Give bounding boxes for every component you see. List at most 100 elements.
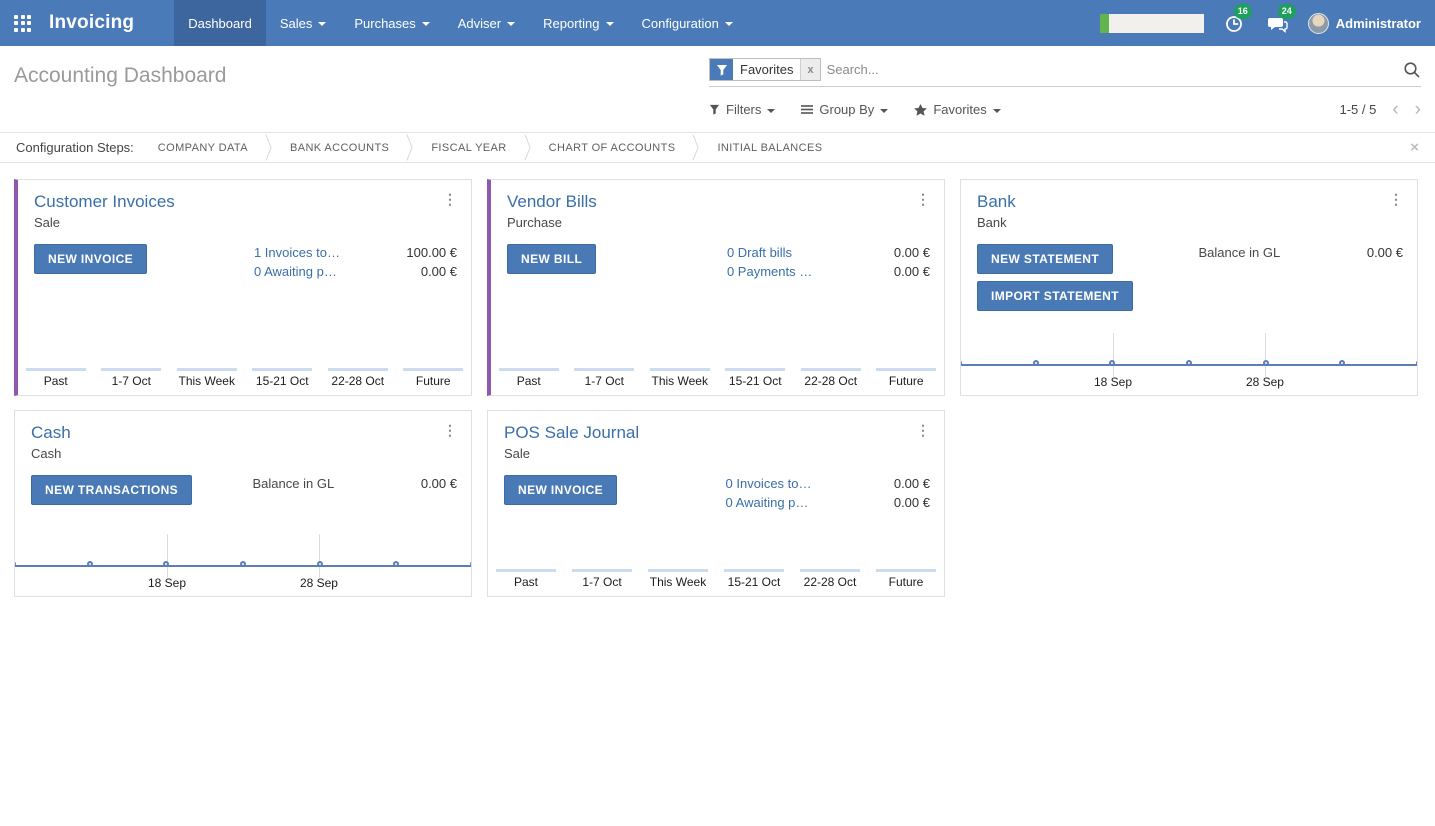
config-steps-label: Configuration Steps: [16,140,134,155]
chevron-down-icon [992,108,1001,113]
menu-purchases[interactable]: Purchases [340,0,443,46]
new-bill-button[interactable]: NEW BILL [507,244,597,274]
step-chart-of-accounts[interactable]: CHART OF ACCOUNTS [548,141,676,154]
configuration-steps-bar: Configuration Steps: COMPANY DATA BANK A… [0,132,1435,163]
messages-menu-button[interactable]: 24 [1264,4,1296,37]
search-input[interactable] [820,59,1403,80]
new-statement-button[interactable]: NEW STATEMENT [977,244,1114,274]
chat-bubbles-icon [1268,17,1288,33]
pager-next-button[interactable]: › [1414,99,1421,120]
amount-value: 0.00 € [893,495,930,510]
payments-link[interactable]: 0 Payments … [726,264,813,279]
card-menu-button[interactable]: ⋮ [443,191,457,207]
group-by-label: Group By [819,102,875,117]
pager-previous-button[interactable]: ‹ [1392,99,1399,120]
journal-bar-sparkline[interactable]: Past 1-7 Oct This Week 15-21 Oct 22-28 Oct Fu… [488,530,944,596]
step-separator-icon [262,135,276,161]
card-customer-invoices: Customer Invoices Sale ⋮ NEW INVOICE 1 I… [14,179,472,396]
step-company-data[interactable]: COMPANY DATA [157,141,248,154]
step-separator-icon [403,135,417,161]
card-title-link[interactable]: Vendor Bills [507,192,597,211]
draft-bills-link[interactable]: 0 Draft bills [726,245,792,260]
search-facet-favorites: Favorites x [709,58,821,81]
menu-label: Dashboard [188,15,252,31]
card-menu-button[interactable]: ⋮ [1389,191,1403,207]
card-title-link[interactable]: Cash [31,423,71,442]
apps-grid-icon [14,14,31,32]
gridline [166,534,168,578]
journal-bar-sparkline[interactable]: Past 1-7 Oct This Week 15-21 Oct 22-28 Oct Fu… [18,329,471,395]
planner-progress-fill [1099,13,1109,33]
card-subtitle: Sale [504,446,531,461]
control-panel: Accounting Dashboard Favorites x Filters [0,46,1435,132]
page-title: Accounting Dashboard [14,64,227,87]
planner-progressbar[interactable] [1099,13,1204,33]
chevron-down-icon [880,108,889,113]
search-icon[interactable] [1403,61,1421,79]
chevron-down-icon [507,22,516,26]
activity-menu-button[interactable]: 16 [1220,4,1252,37]
menu-reporting[interactable]: Reporting [529,0,627,46]
awaiting-payments-link[interactable]: 0 Awaiting p… [253,264,337,279]
filters-label: Filters [726,102,762,117]
main-menu: Dashboard Sales Purchases Adviser Report… [174,0,747,46]
journal-line-sparkline[interactable]: 18 Sep 28 Sep [15,532,471,596]
bar-axis-labels: Past 1-7 Oct This Week 15-21 Oct 22-28 Oct Fu… [516,374,924,388]
card-subtitle: Cash [31,446,62,461]
filter-funnel-icon [710,59,733,80]
card-vendor-bills: Vendor Bills Purchase ⋮ NEW BILL 0 Draft… [487,179,945,396]
new-invoice-button[interactable]: NEW INVOICE [34,244,148,274]
pager: 1-5 / 5 ‹ › [1339,100,1421,119]
user-menu[interactable]: Administrator [1307,12,1421,34]
pager-value[interactable]: 1-5 / 5 [1339,102,1377,117]
menu-label: Reporting [543,15,600,31]
sparkline-markers [15,561,471,567]
card-menu-button[interactable]: ⋮ [443,422,457,438]
new-invoice-button[interactable]: NEW INVOICE [504,475,618,505]
invoices-to-validate-link[interactable]: 1 Invoices to… [253,245,340,260]
menu-label: Sales [279,15,313,31]
import-statement-button[interactable]: IMPORT STATEMENT [977,281,1133,311]
menu-sales[interactable]: Sales [266,0,341,46]
menu-configuration[interactable]: Configuration [628,0,747,46]
apps-menu-button[interactable] [0,0,41,46]
invoices-to-validate-link[interactable]: 0 Invoices to… [725,476,812,491]
balance-in-gl-label: Balance in GL [252,476,335,491]
chevron-down-icon [605,22,614,26]
card-bank: Bank Bank ⋮ NEW STATEMENT IMPORT STATEME… [960,179,1418,396]
awaiting-payments-link[interactable]: 0 Awaiting p… [725,495,809,510]
step-separator-icon [689,135,703,161]
facet-label: Favorites [740,62,794,77]
journal-cards-grid: Customer Invoices Sale ⋮ NEW INVOICE 1 I… [14,179,1421,597]
balance-in-gl-label: Balance in GL [1198,245,1281,260]
journal-line-sparkline[interactable]: 18 Sep 28 Sep [961,331,1417,395]
user-name: Administrator [1335,15,1421,31]
favorites-button[interactable]: Favorites [914,102,1001,117]
card-menu-button[interactable]: ⋮ [916,422,930,438]
facet-remove-button[interactable]: x [800,59,820,80]
menu-dashboard[interactable]: Dashboard [174,0,266,46]
step-bank-accounts[interactable]: BANK ACCOUNTS [289,141,390,154]
menu-label: Configuration [641,15,719,31]
filters-button[interactable]: Filters [709,102,776,117]
card-menu-button[interactable]: ⋮ [916,191,930,207]
card-pos-sale-journal: POS Sale Journal Sale ⋮ NEW INVOICE 0 In… [487,410,945,597]
card-subtitle: Bank [977,215,1007,230]
step-fiscal-year[interactable]: FISCAL YEAR [431,141,507,154]
close-icon[interactable]: × [1410,139,1419,156]
star-icon [914,103,928,116]
card-title-link[interactable]: POS Sale Journal [504,423,640,442]
step-initial-balances[interactable]: INITIAL BALANCES [717,141,823,154]
app-brand[interactable]: Invoicing [49,12,135,33]
group-by-icon [801,105,814,114]
card-title-link[interactable]: Customer Invoices [34,192,175,211]
group-by-button[interactable]: Group By [801,102,889,117]
chevron-down-icon [767,108,776,113]
balance-amount: 0.00 € [1366,245,1403,260]
search-bar: Favorites x [709,56,1421,87]
new-transactions-button[interactable]: NEW TRANSACTIONS [31,475,193,505]
card-title-link[interactable]: Bank [977,192,1016,211]
menu-adviser[interactable]: Adviser [444,0,529,46]
filter-funnel-icon [709,104,720,115]
journal-bar-sparkline[interactable]: Past 1-7 Oct This Week 15-21 Oct 22-28 Oct Fu… [491,329,944,395]
